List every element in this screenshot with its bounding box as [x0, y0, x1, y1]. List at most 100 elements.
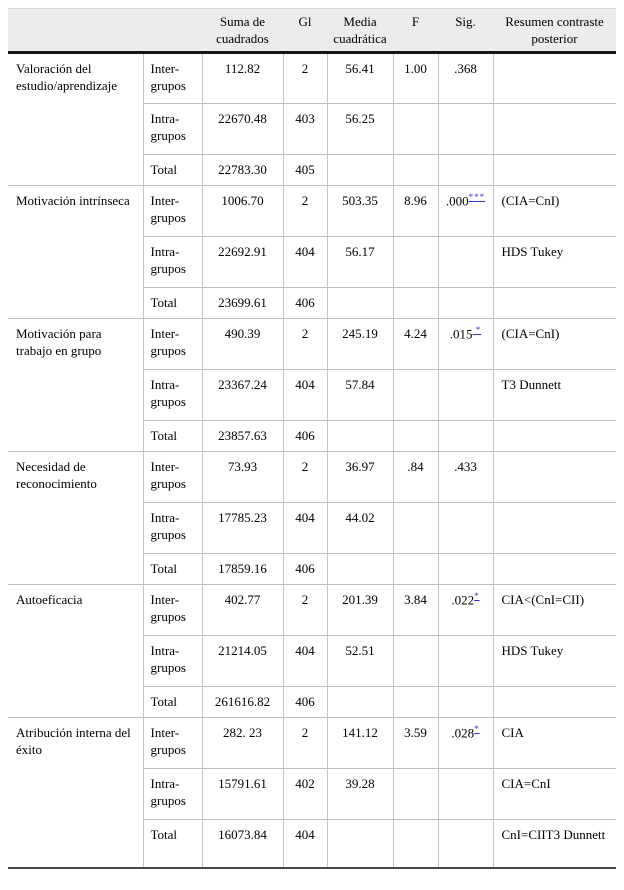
header-suma-de-cuadrados: Suma de cuadrados	[202, 7, 283, 55]
cell-media: 36.97	[327, 451, 394, 504]
row-type-label: Total	[143, 553, 203, 586]
cell-gl: 2	[283, 584, 328, 637]
row-type-label: Intra-grupos	[143, 369, 203, 422]
cell-resumen	[493, 420, 616, 453]
row-type-label: Total	[143, 154, 203, 187]
cell-sig	[438, 768, 494, 821]
footnote-link[interactable]: *	[472, 325, 482, 336]
table-row: Motivación para trabajo en grupo Inter-g…	[8, 318, 616, 453]
table-row: Necesidad de reconocimiento Inter-grupos…	[8, 451, 616, 586]
cell-f: 4.24	[393, 318, 439, 371]
variable-label: Motivación para trabajo en grupo	[8, 318, 144, 453]
footnote-link[interactable]: *	[474, 591, 480, 602]
cell-sig	[438, 154, 494, 187]
row-type-label: Intra-grupos	[143, 635, 203, 688]
cell-gl: 2	[283, 451, 328, 504]
cell-f: 3.84	[393, 584, 439, 637]
cell-gl: 402	[283, 768, 328, 821]
cell-suma: 17785.23	[202, 502, 284, 555]
header-resumen-contraste: Resumen contraste posterior	[493, 7, 616, 55]
table-row: Atribución interna del éxito Inter-grupo…	[8, 717, 616, 869]
cell-media	[327, 819, 394, 869]
sig-value: .015	[449, 326, 473, 342]
anova-table: Suma de cuadrados Gl Media cuadrática F …	[8, 7, 616, 869]
cell-sig: .000***	[438, 185, 494, 238]
cell-f: 1.00	[393, 52, 439, 105]
cell-sig: .433	[438, 451, 494, 504]
cell-sig: .022*	[438, 584, 494, 637]
cell-sig	[438, 236, 494, 289]
cell-media: 56.17	[327, 236, 394, 289]
sig-value: .022	[451, 592, 475, 608]
cell-media: 56.41	[327, 52, 394, 105]
cell-f	[393, 287, 439, 320]
cell-media	[327, 154, 394, 187]
cell-media: 39.28	[327, 768, 394, 821]
cell-sig	[438, 553, 494, 586]
table-row: Valoración del estudio/aprendizaje Inter…	[8, 52, 616, 187]
cell-f	[393, 635, 439, 688]
cell-media: 245.19	[327, 318, 394, 371]
cell-resumen	[493, 52, 616, 105]
cell-resumen: HDS Tukey	[493, 236, 616, 289]
cell-resumen: CnI=CIIT3 Dunnett	[493, 819, 616, 869]
cell-suma: 490.39	[202, 318, 284, 371]
row-type-label: Total	[143, 819, 203, 869]
cell-suma: 16073.84	[202, 819, 284, 869]
cell-gl: 2	[283, 185, 328, 238]
table-row: Total 16073.84 404 CnI=CIIT3 Dunnett	[8, 819, 616, 869]
cell-f	[393, 154, 439, 187]
cell-f	[393, 502, 439, 555]
cell-suma: 15791.61	[202, 768, 284, 821]
cell-media	[327, 553, 394, 586]
row-type-label: Inter-grupos	[143, 717, 203, 770]
table-row: Intra-grupos 21214.05 404 52.51 HDS Tuke…	[8, 635, 616, 688]
table-row: Total 261616.82 406	[8, 686, 616, 719]
cell-gl: 404	[283, 369, 328, 422]
cell-sig	[438, 369, 494, 422]
cell-gl: 2	[283, 52, 328, 105]
cell-suma: 261616.82	[202, 686, 284, 719]
cell-resumen: CIA=CnI	[493, 768, 616, 821]
cell-media	[327, 686, 394, 719]
header-sig: Sig.	[438, 7, 493, 55]
cell-suma: 402.77	[202, 584, 284, 637]
table-row: Total 23699.61 406	[8, 287, 616, 320]
row-type-label: Inter-grupos	[143, 451, 203, 504]
cell-f: 3.59	[393, 717, 439, 770]
cell-f	[393, 420, 439, 453]
table-row: Intra-grupos 23367.24 404 57.84 T3 Dunne…	[8, 369, 616, 422]
header-variable	[8, 7, 143, 55]
cell-suma: 23857.63	[202, 420, 284, 453]
cell-gl: 2	[283, 717, 328, 770]
variable-label: Autoeficacia	[8, 584, 144, 719]
cell-resumen: (CIA=CnI)	[493, 318, 616, 371]
cell-resumen: T3 Dunnett	[493, 369, 616, 422]
cell-suma: 22783.30	[202, 154, 284, 187]
cell-gl: 404	[283, 236, 328, 289]
cell-gl: 406	[283, 686, 328, 719]
cell-f	[393, 553, 439, 586]
cell-resumen	[493, 451, 616, 504]
cell-media: 141.12	[327, 717, 394, 770]
cell-resumen	[493, 154, 616, 187]
footnote-link[interactable]: ***	[468, 192, 486, 203]
header-row: Suma de cuadrados Gl Media cuadrática F …	[8, 7, 616, 55]
cell-sig	[438, 103, 494, 156]
cell-suma: 282. 23	[202, 717, 284, 770]
variable-label: Necesidad de reconocimiento	[8, 451, 144, 586]
cell-media: 56.25	[327, 103, 394, 156]
cell-f	[393, 819, 439, 869]
row-type-label: Inter-grupos	[143, 318, 203, 371]
cell-f	[393, 768, 439, 821]
row-type-label: Intra-grupos	[143, 103, 203, 156]
footnote-link[interactable]: *	[474, 724, 480, 735]
sig-value: .028	[451, 725, 475, 741]
cell-media	[327, 420, 394, 453]
cell-gl: 2	[283, 318, 328, 371]
cell-suma: 22692.91	[202, 236, 284, 289]
table-row: Intra-grupos 22670.48 403 56.25	[8, 103, 616, 156]
cell-sig	[438, 420, 494, 453]
cell-suma: 73.93	[202, 451, 284, 504]
